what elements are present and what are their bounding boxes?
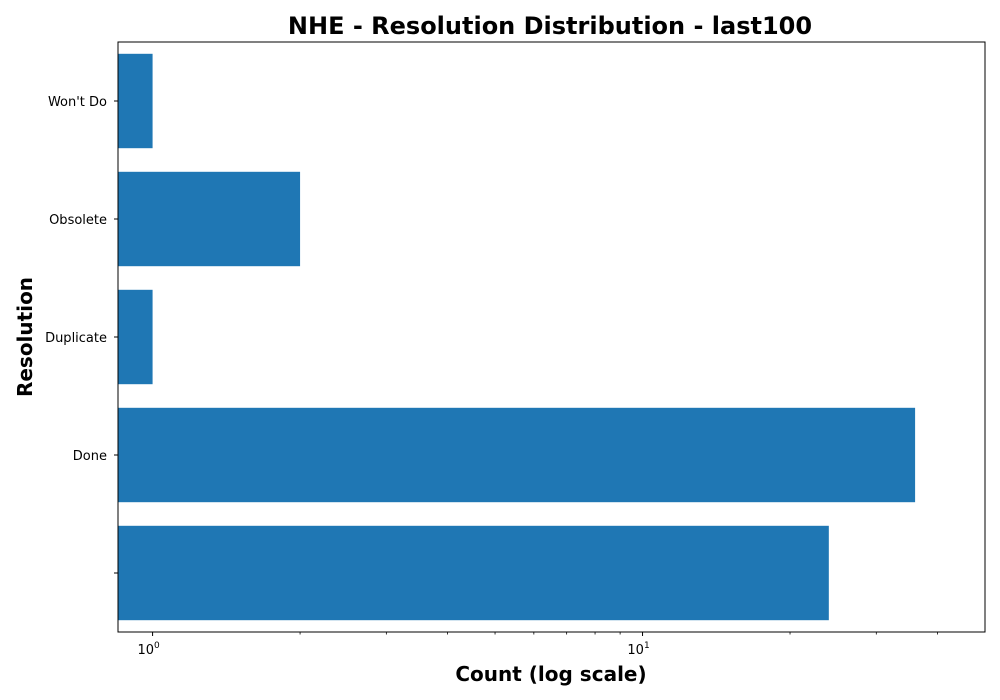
bar-duplicate <box>118 289 153 385</box>
plot-frame <box>117 41 986 633</box>
y-tick-label: Duplicate <box>45 331 107 346</box>
x-axis-label: Count (log scale) <box>455 662 646 686</box>
bar-won-t-do <box>118 53 153 149</box>
y-tick-label: Done <box>73 449 107 464</box>
bar-unlabeled <box>118 525 829 621</box>
y-tick-label: Obsolete <box>49 213 107 228</box>
bar-obsolete <box>118 171 301 267</box>
bars-layer <box>118 53 916 621</box>
y-tick-label: Won't Do <box>48 95 107 110</box>
bar-done <box>118 407 916 503</box>
y-axis-label: Resolution <box>13 277 37 397</box>
x-axis-ticks: 100 101 <box>137 632 938 658</box>
y-axis-ticks: Done Duplicate Obsolete Won't Do <box>45 95 118 574</box>
x-tick-label: 100 <box>137 641 160 658</box>
x-tick-label: 101 <box>627 641 649 658</box>
chart-title: NHE - Resolution Distribution - last100 <box>288 12 812 40</box>
